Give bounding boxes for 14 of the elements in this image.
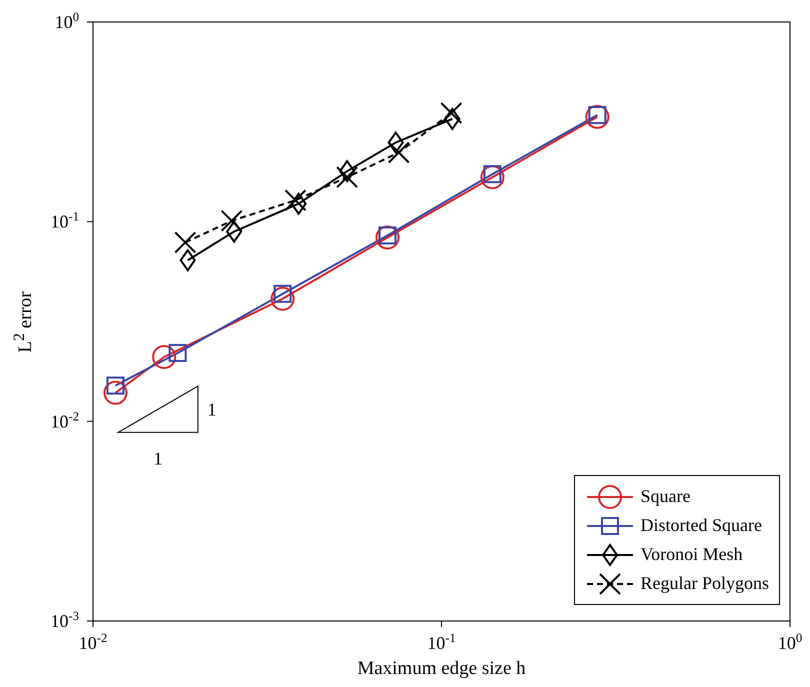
x-tick-label: 10$^{0}$: [778, 631, 802, 653]
y-tick-label: 10$^{-2}$: [50, 409, 79, 432]
legend-label: Square: [640, 486, 690, 507]
y-tick-label: 10$^{0}$: [54, 10, 79, 32]
annotation: 1: [153, 448, 162, 468]
annotation: 1: [207, 399, 216, 420]
y-tick-label: 10$^{-3}$: [50, 609, 79, 631]
y-tick-label: 10$^{-1}$: [50, 210, 79, 232]
x-tick-label: 10$^{-2}$: [78, 631, 108, 653]
x-tick-label: 10$^{-1}$: [427, 631, 456, 653]
legend-label: Distorted Square: [640, 515, 762, 536]
legend-label: Voronoi Mesh: [640, 544, 743, 565]
legend-label: Regular Polygons: [640, 573, 769, 594]
x-axis-title: Maximum edge size h: [357, 658, 526, 679]
